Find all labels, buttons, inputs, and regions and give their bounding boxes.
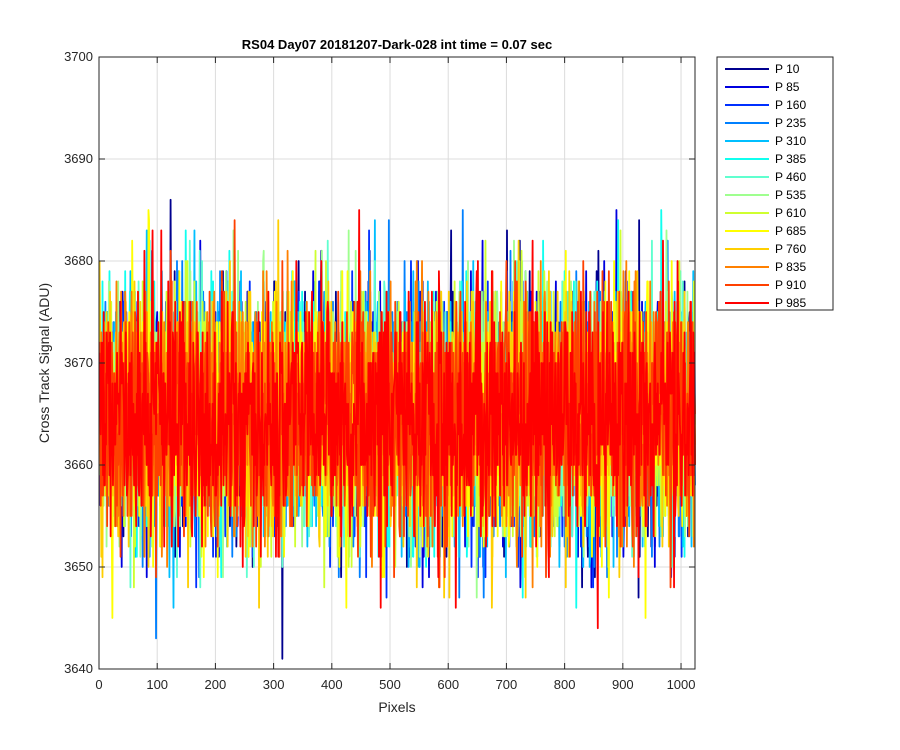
legend: P 10 P 85 P 160 P 235 P 310 P 385 P 460 P 535 P … <box>716 56 834 311</box>
legend-label: P 310 <box>775 134 806 148</box>
legend-label: P 760 <box>775 242 806 256</box>
x-tick-label: 900 <box>612 677 634 692</box>
y-tick-label: 3690 <box>64 151 93 166</box>
series-group <box>98 198 696 660</box>
y-tick-label: 3660 <box>64 457 93 472</box>
y-tick-label: 3700 <box>64 49 93 64</box>
x-tick-label: 200 <box>205 677 227 692</box>
series-line <box>98 209 696 630</box>
x-tick-label: 800 <box>554 677 576 692</box>
legend-label: P 535 <box>775 188 806 202</box>
x-tick-label: 400 <box>321 677 343 692</box>
legend-label: P 685 <box>775 224 806 238</box>
legend-label: P 910 <box>775 278 806 292</box>
legend-label: P 85 <box>775 80 800 94</box>
legend-label: P 235 <box>775 116 806 130</box>
x-tick-label: 700 <box>496 677 518 692</box>
legend-label: P 385 <box>775 152 806 166</box>
y-tick-label: 3650 <box>64 559 93 574</box>
x-tick-label: 500 <box>379 677 401 692</box>
chart-title: RS04 Day07 20181207-Dark-028 int time = … <box>242 37 552 52</box>
y-tick-label: 3640 <box>64 661 93 676</box>
y-axis-label: Cross Track Signal (ADU) <box>36 283 52 443</box>
legend-label: P 985 <box>775 296 806 310</box>
legend-label: P 835 <box>775 260 806 274</box>
legend-label: P 10 <box>775 62 800 76</box>
x-axis-label: Pixels <box>378 699 415 715</box>
axis-ticks: 0 100 200 300 400 500 600 700 800 900 1000 3640 3650… <box>64 49 695 692</box>
y-tick-label: 3670 <box>64 355 93 370</box>
x-tick-label: 300 <box>263 677 285 692</box>
legend-label: P 610 <box>775 206 806 220</box>
legend-label: P 460 <box>775 170 806 184</box>
x-tick-label: 1000 <box>667 677 696 692</box>
x-tick-label: 600 <box>437 677 459 692</box>
x-tick-label: 100 <box>146 677 168 692</box>
x-tick-label: 0 <box>95 677 102 692</box>
legend-label: P 160 <box>775 98 806 112</box>
y-tick-label: 3680 <box>64 253 93 268</box>
